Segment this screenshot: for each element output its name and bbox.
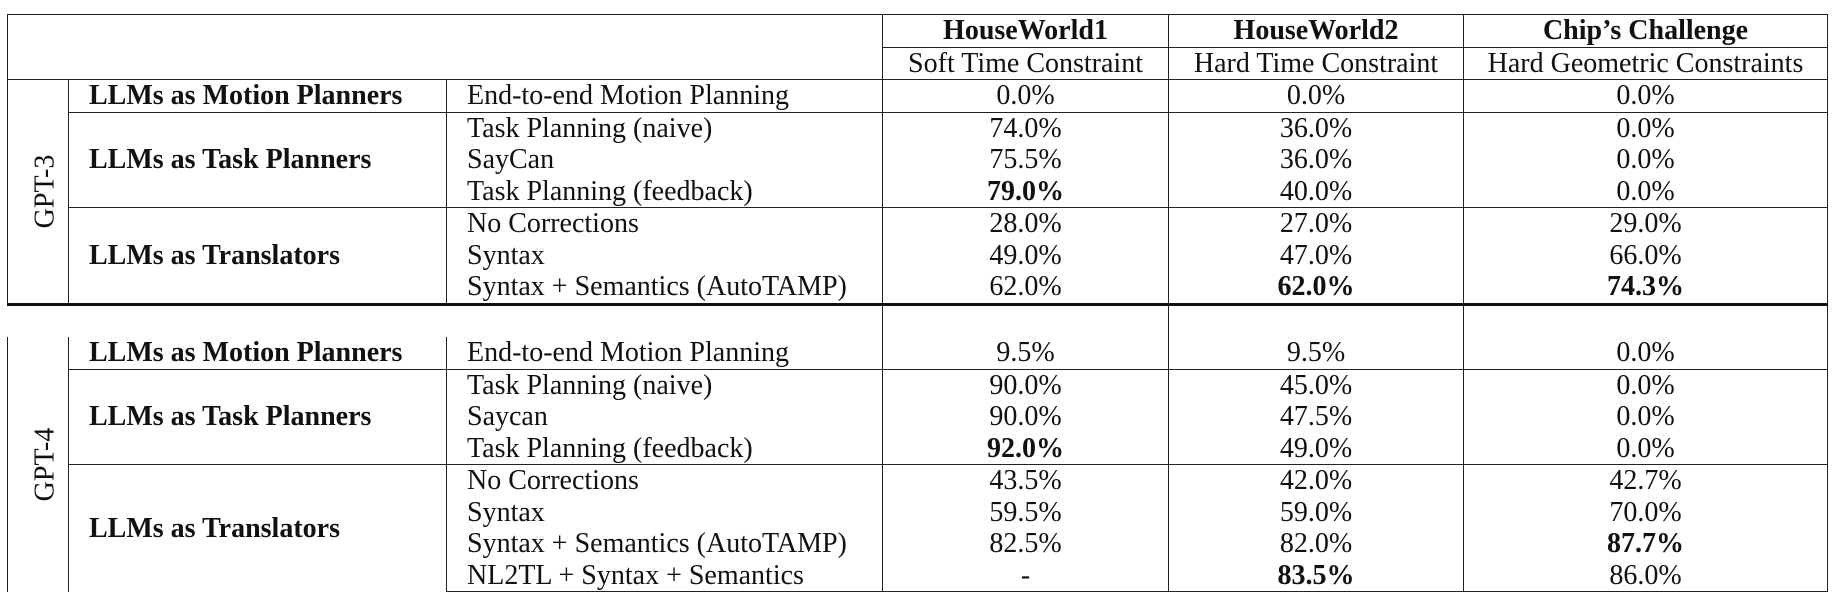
method-label: Task Planning (naive)	[446, 368, 883, 401]
table-row: NL2TL + Syntax + Semantics - 83.5% 86.0%	[8, 559, 1829, 592]
value-cell: 59.0%	[1168, 496, 1464, 528]
value-cell: 47.0%	[1168, 239, 1464, 271]
value-cell: 45.0%	[1168, 368, 1464, 401]
value-cell: 0.0%	[1463, 111, 1829, 144]
table-row: LLMs as Task Planners Task Planning (nai…	[8, 111, 1829, 208]
value-cell: 0.0%	[1463, 175, 1829, 208]
results-table: HouseWorld1 HouseWorld2 Chip’s Challenge…	[6, 14, 1829, 592]
model-separator	[7, 302, 1829, 337]
value-cell: 66.0%	[1463, 239, 1829, 271]
value-cell: 27.0%	[1168, 207, 1464, 240]
category-label: LLMs as Motion Planners	[68, 337, 447, 369]
value-cell: 42.7%	[1463, 464, 1829, 497]
value-cell: 49.0%	[1168, 432, 1464, 465]
separator-cell	[446, 302, 883, 337]
method-label: No Corrections	[446, 207, 883, 240]
value-cell: 70.0%	[1463, 496, 1829, 528]
col-subheader-houseworld1: Soft Time Constraint	[882, 46, 1169, 80]
table-row: Syntax + Semantics (AutoTAMP) 82.5% 82.0…	[8, 528, 1829, 560]
value-cell: 49.0%	[882, 239, 1169, 271]
value-cell: 0.0%	[882, 79, 1169, 112]
method-label: Task Planning (feedback)	[467, 175, 753, 207]
value-cell: 75.5%	[882, 144, 1169, 176]
separator-cell	[1463, 302, 1829, 337]
value-cell: 62.0%	[882, 271, 1169, 304]
value-cell-best: 92.0%	[882, 432, 1169, 465]
value-cell: 29.0%	[1463, 207, 1829, 240]
method-label: Saycan	[467, 401, 548, 433]
table-row: Syntax 59.5% 59.0% 70.0%	[8, 496, 1829, 528]
value-cell: 42.0%	[1168, 464, 1464, 497]
value-cell: 28.0%	[882, 207, 1169, 240]
table-row: GPT-3 LLMs as Motion Planners End-to-end…	[7, 79, 1829, 304]
table-row: Task Planning (feedback) 92.0% 49.0% 0.0…	[8, 432, 1829, 465]
category-label: LLMs as Task Planners	[68, 111, 447, 208]
table-row: LLMs as Task Planners Task Planning (nai…	[8, 368, 1829, 465]
method-label: End-to-end Motion Planning	[467, 80, 789, 112]
table-row: Syntax 49.0% 47.0% 66.0%	[8, 239, 1829, 271]
table-row: Syntax + Semantics (AutoTAMP) 62.0% 62.0…	[8, 271, 1829, 304]
table-row: LLMs as Translators No Corrections 28.0%…	[8, 207, 1829, 304]
method-label: End-to-end Motion Planning	[467, 337, 789, 369]
value-cell: 82.5%	[882, 528, 1169, 560]
col-header-chips-challenge: Chip’s Challenge	[1463, 14, 1829, 47]
method-label: Syntax + Semantics (AutoTAMP)	[467, 528, 847, 560]
value-cell: 90.0%	[882, 368, 1169, 401]
value-cell: 0.0%	[1463, 337, 1829, 369]
value-cell: 0.0%	[1463, 79, 1829, 112]
table-row: Task Planning (feedback) 79.0% 40.0% 0.0…	[8, 175, 1829, 208]
value-cell: 36.0%	[1168, 111, 1464, 144]
method-label: No Corrections	[446, 464, 883, 497]
separator-cell	[7, 302, 447, 337]
value-cell: 9.5%	[1168, 337, 1464, 369]
col-header-houseworld2: HouseWorld2	[1168, 14, 1464, 47]
table-row: LLMs as Translators No Corrections 43.5%…	[8, 464, 1829, 592]
model-label-gpt3: GPT-3	[7, 79, 69, 304]
category-label: LLMs as Translators	[68, 464, 447, 592]
value-cell-best: 74.3%	[1463, 271, 1829, 304]
value-cell: 90.0%	[882, 401, 1169, 433]
category-label: LLMs as Task Planners	[68, 368, 447, 465]
subheader-row: Soft Time Constraint Hard Time Constrain…	[8, 46, 1829, 80]
separator-cell	[1168, 302, 1464, 337]
category-label: LLMs as Motion Planners	[68, 79, 447, 112]
value-cell: 0.0%	[1463, 368, 1829, 401]
col-header-houseworld1: HouseWorld1	[882, 14, 1169, 47]
value-cell: 36.0%	[1168, 144, 1464, 176]
separator-cell	[882, 302, 1169, 337]
category-label: LLMs as Translators	[68, 207, 447, 304]
value-cell-best: 79.0%	[882, 175, 1169, 208]
value-cell: 0.0%	[1463, 401, 1829, 433]
table-row: Saycan 90.0% 47.5% 0.0%	[8, 401, 1829, 433]
method-label: Syntax + Semantics (AutoTAMP)	[467, 271, 847, 303]
method-label: Task Planning (feedback)	[467, 432, 753, 464]
value-cell-best: 62.0%	[1168, 271, 1464, 304]
model-label-gpt4: GPT-4	[7, 337, 69, 592]
col-subheader-chips-challenge: Hard Geometric Constraints	[1463, 46, 1829, 80]
method-label: Syntax	[467, 496, 545, 528]
method-label: Syntax	[467, 239, 545, 271]
value-cell: 0.0%	[1168, 79, 1464, 112]
table-row: SayCan 75.5% 36.0% 0.0%	[8, 144, 1829, 176]
value-cell: 59.5%	[882, 496, 1169, 528]
value-cell: 9.5%	[882, 337, 1169, 369]
method-label: Task Planning (naive)	[446, 111, 883, 144]
value-cell: 0.0%	[1463, 432, 1829, 465]
header-row: HouseWorld1 HouseWorld2 Chip’s Challenge	[6, 14, 1829, 80]
value-cell: 40.0%	[1168, 175, 1464, 208]
col-subheader-houseworld2: Hard Time Constraint	[1168, 46, 1464, 80]
method-label: SayCan	[467, 144, 555, 176]
value-cell-best: 87.7%	[1463, 528, 1829, 560]
value-cell: 82.0%	[1168, 528, 1464, 560]
header-blank	[6, 14, 883, 80]
value-cell: 47.5%	[1168, 401, 1464, 433]
value-cell: 0.0%	[1463, 144, 1829, 176]
value-cell: 43.5%	[882, 464, 1169, 497]
table-row: GPT-4 LLMs as Motion Planners End-to-end…	[7, 337, 1829, 592]
value-cell: 74.0%	[882, 111, 1169, 144]
